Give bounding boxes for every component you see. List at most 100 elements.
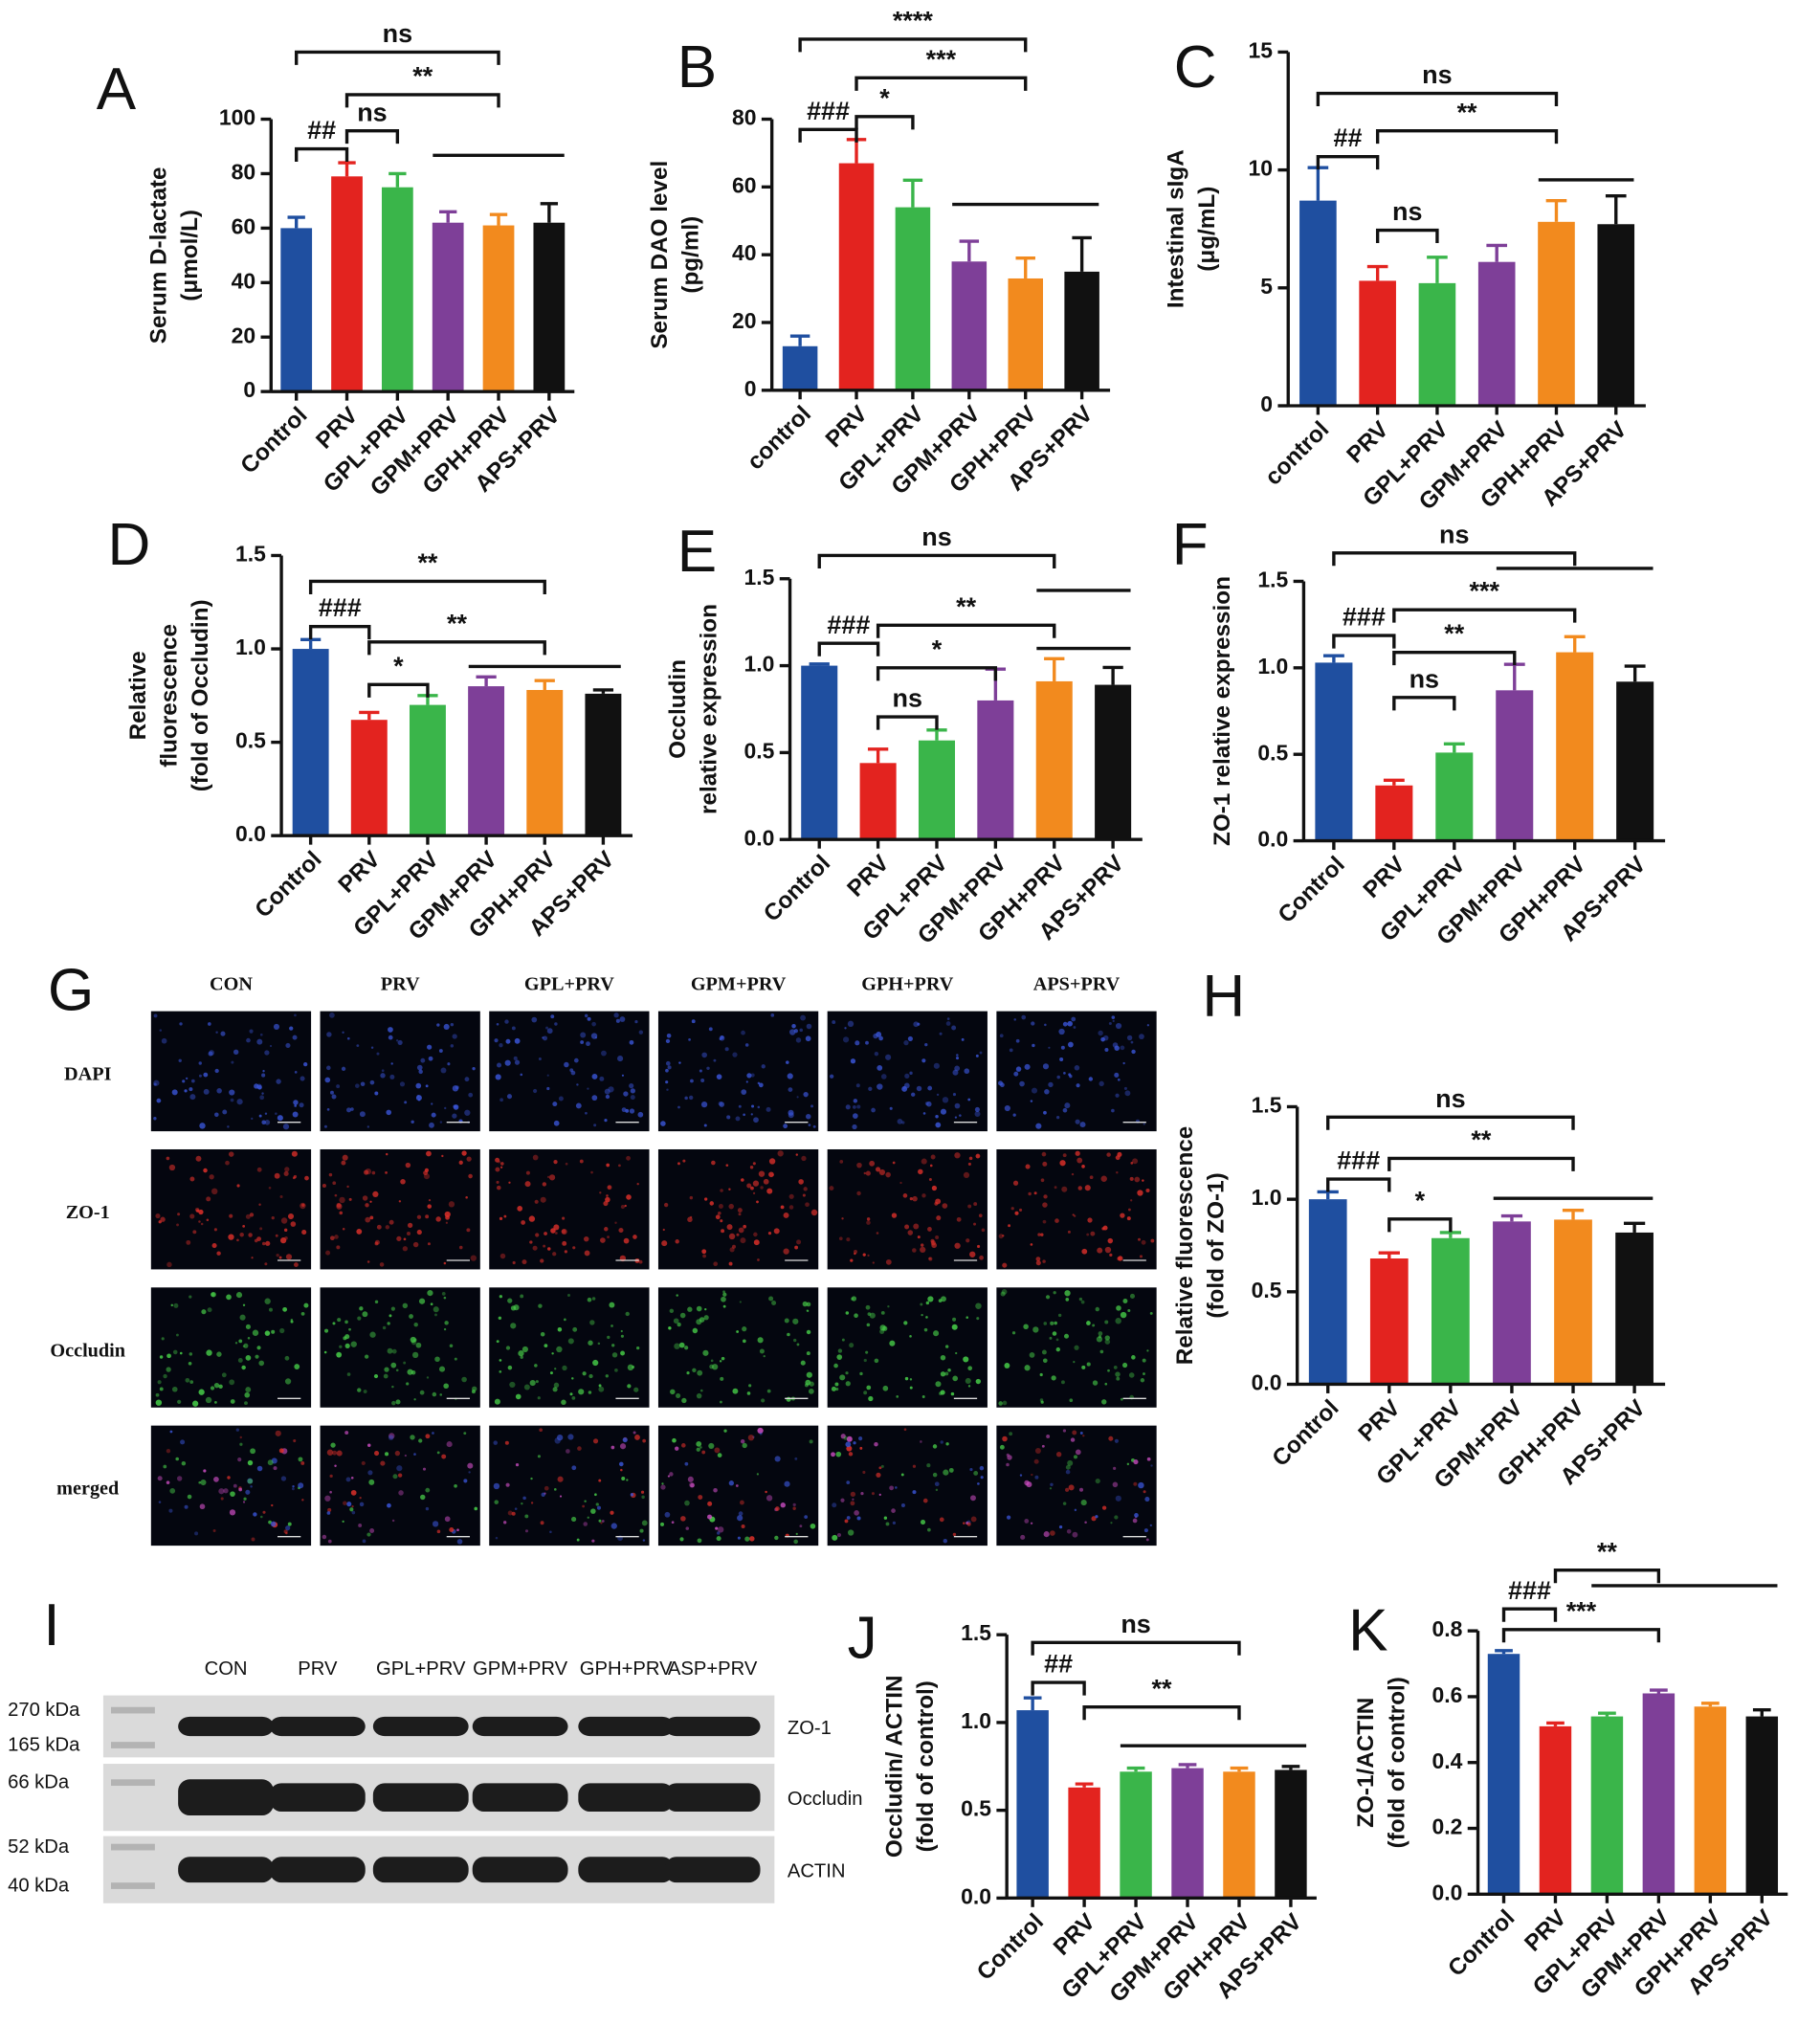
stain — [1002, 1435, 1008, 1442]
stain — [1149, 1311, 1153, 1315]
stain — [899, 1181, 902, 1185]
stain — [794, 1245, 798, 1250]
stain — [210, 1386, 215, 1391]
stain — [521, 1502, 523, 1505]
stain — [597, 1342, 601, 1346]
stain — [877, 1083, 883, 1090]
stain — [495, 1157, 500, 1163]
stain — [195, 1155, 202, 1162]
stain — [979, 1255, 984, 1260]
bar — [1477, 261, 1516, 406]
bar — [1223, 1771, 1255, 1899]
stain — [1040, 1233, 1044, 1236]
stain — [175, 1457, 179, 1461]
stain — [534, 1199, 539, 1204]
stain — [247, 1336, 251, 1340]
stain — [554, 1022, 558, 1026]
band — [178, 1779, 274, 1816]
stain — [928, 1177, 932, 1181]
stain — [395, 1039, 399, 1042]
stain — [562, 1240, 567, 1246]
stain — [163, 1373, 167, 1379]
stain — [689, 1095, 694, 1101]
stain — [189, 1087, 193, 1092]
stain — [553, 1159, 558, 1165]
stain — [198, 1209, 204, 1215]
stain — [239, 1314, 246, 1321]
stain — [504, 1440, 509, 1445]
row-label: Occludin — [50, 1340, 125, 1361]
stain — [774, 1535, 779, 1541]
panel-letter: E — [677, 519, 717, 585]
stain — [788, 1205, 794, 1210]
stain — [717, 1212, 721, 1215]
stain — [930, 1154, 936, 1160]
stain — [528, 1215, 536, 1222]
stain — [753, 1117, 759, 1124]
stain — [591, 1539, 595, 1543]
stain — [326, 1032, 332, 1037]
x-tick-label: PRV — [842, 850, 895, 902]
stain — [1102, 1035, 1109, 1041]
stain — [380, 1073, 386, 1079]
stain — [275, 1430, 281, 1436]
stain — [665, 1068, 669, 1073]
stain — [385, 1452, 389, 1457]
bar — [1432, 1237, 1470, 1385]
stain — [1024, 1519, 1030, 1524]
stain — [687, 1216, 693, 1223]
stain — [350, 1341, 357, 1347]
stain — [921, 1313, 923, 1317]
stain — [532, 1154, 539, 1161]
stain — [874, 1358, 879, 1364]
stain — [229, 1379, 235, 1386]
stain — [942, 1097, 949, 1103]
stain — [206, 1218, 210, 1222]
stain — [610, 1510, 614, 1515]
stain — [702, 1349, 709, 1356]
stain — [559, 1495, 563, 1498]
stain — [1116, 1171, 1119, 1174]
stain — [975, 1153, 981, 1159]
stain — [1099, 1349, 1104, 1354]
stain — [743, 1339, 746, 1344]
stain — [1049, 1336, 1053, 1340]
stain — [933, 1062, 940, 1069]
band — [269, 1783, 366, 1812]
stain — [396, 1235, 402, 1241]
stain — [856, 1191, 861, 1196]
stain — [1024, 1365, 1031, 1371]
stain — [891, 1213, 898, 1218]
stain — [620, 1204, 626, 1210]
stain — [1095, 1479, 1100, 1484]
stain — [373, 1373, 379, 1379]
stain — [829, 1186, 834, 1191]
stain — [839, 1374, 846, 1381]
stain — [1064, 1102, 1071, 1109]
protein-label: ZO-1 — [788, 1718, 832, 1739]
stain — [287, 1522, 292, 1526]
stain — [540, 1521, 544, 1525]
stain — [268, 1307, 273, 1312]
bar — [533, 222, 566, 392]
stain — [285, 1525, 291, 1531]
column-label: APS+PRV — [1033, 973, 1121, 994]
stain — [1051, 1375, 1056, 1381]
stain — [1034, 1475, 1039, 1480]
stain — [981, 1228, 986, 1233]
stain — [952, 1069, 959, 1076]
stain — [627, 1384, 632, 1389]
stain — [927, 1227, 932, 1232]
stain — [608, 1086, 614, 1093]
band — [578, 1783, 675, 1812]
stain — [1080, 1500, 1087, 1506]
stain — [382, 1325, 387, 1330]
stain — [773, 1228, 780, 1235]
stain — [229, 1509, 236, 1516]
stain — [557, 1476, 564, 1482]
stain — [233, 1483, 237, 1488]
stain — [208, 1022, 211, 1026]
stain — [677, 1322, 681, 1327]
stain — [1108, 1021, 1112, 1026]
stain — [161, 1037, 167, 1044]
